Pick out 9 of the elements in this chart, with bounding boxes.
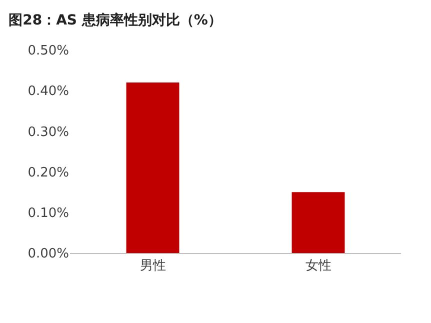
y-tick-label: 0.50% [28,44,69,59]
y-tick-label: 0.40% [28,84,69,100]
y-tick-label: 0.30% [28,124,69,140]
y-tick-label: 0.10% [28,206,69,221]
chart-title: 图28：AS 患病率性别对比（%） [8,11,222,28]
y-tick-label: 0.20% [28,165,69,180]
x-tick-label: 女性 [305,258,332,274]
y-tick-label: 0.00% [28,246,69,262]
x-tick-label: 男性 [140,258,166,274]
